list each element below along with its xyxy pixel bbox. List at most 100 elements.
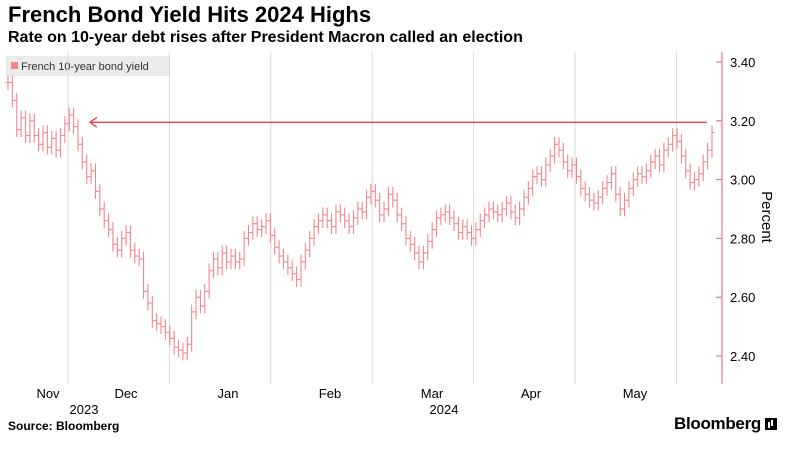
ohlc-bar xyxy=(455,216,461,240)
ohlc-bar xyxy=(145,283,151,311)
ohlc-bar xyxy=(57,128,63,158)
ohlc-bar xyxy=(412,236,418,261)
ohlc-bar xyxy=(119,231,125,258)
ohlc-bar xyxy=(342,207,348,229)
ohlc-bar xyxy=(464,219,470,240)
ohlc-bar xyxy=(678,134,684,164)
ohlc-bar xyxy=(350,210,356,234)
ohlc-bar xyxy=(333,204,339,234)
ohlc-bar xyxy=(241,231,247,267)
y-tick-label: 3.40 xyxy=(730,55,755,70)
ohlc-bar xyxy=(438,207,444,226)
ohlc-bar xyxy=(639,166,645,185)
year-label: 2023 xyxy=(70,402,99,417)
ohlc-bar xyxy=(176,339,182,358)
ohlc-bar xyxy=(298,254,304,287)
ohlc-bar xyxy=(202,283,208,314)
ohlc-bar xyxy=(228,248,234,270)
ohlc-bar xyxy=(110,222,116,252)
ohlc-bar xyxy=(429,222,435,249)
ohlc-bar xyxy=(399,207,405,232)
ohlc-bar xyxy=(622,192,628,217)
ohlc-bar xyxy=(630,172,636,196)
legend-label: French 10-year bond yield xyxy=(21,61,149,73)
ohlc-bar xyxy=(495,204,501,223)
ohlc-bar xyxy=(106,213,112,237)
ohlc-bar xyxy=(320,207,326,229)
ohlc-bar xyxy=(490,201,496,220)
ohlc-bar xyxy=(149,295,155,329)
ohlc-bar xyxy=(569,157,575,179)
ohlc-bar xyxy=(709,125,715,158)
ohlc-bar xyxy=(211,251,217,279)
y-tick-label: 2.40 xyxy=(730,349,755,364)
ohlc-bar xyxy=(407,231,413,252)
ohlc-bar xyxy=(447,204,453,226)
ohlc-bar xyxy=(696,166,702,187)
ohlc-bar xyxy=(294,266,300,287)
ohlc-bar xyxy=(508,195,514,220)
ohlc-bar xyxy=(101,201,107,229)
ohlc-bar xyxy=(477,213,483,237)
ohlc-bar xyxy=(547,148,553,173)
ohlc-bar xyxy=(565,154,571,179)
y-tick-label: 3.20 xyxy=(730,114,755,129)
ohlc-bar xyxy=(276,239,282,264)
ohlc-bar xyxy=(123,225,129,246)
ohlc-bar xyxy=(346,213,352,234)
ohlc-bar xyxy=(315,213,321,234)
ohlc-bar xyxy=(425,233,431,261)
ohlc-bar xyxy=(587,186,593,208)
ohlc-bar xyxy=(534,166,540,185)
ohlc-bar xyxy=(285,254,291,276)
ohlc-bar xyxy=(127,225,133,258)
ohlc-bar xyxy=(97,184,103,217)
ohlc-bar xyxy=(372,184,378,208)
ohlc-bar xyxy=(416,245,422,270)
x-tick-label: Nov xyxy=(36,386,60,401)
ohlc-bar xyxy=(36,128,42,152)
ohlc-bar xyxy=(390,186,396,208)
ohlc-bar xyxy=(9,75,15,108)
ohlc-bar xyxy=(329,213,335,234)
ohlc-bar xyxy=(604,175,610,196)
ohlc-bar xyxy=(700,154,706,182)
ohlc-bar xyxy=(92,163,98,199)
ohlc-bar xyxy=(79,136,85,170)
y-axis-title: Percent xyxy=(758,191,775,244)
ohlc-bar xyxy=(661,142,667,173)
ohlc-bar xyxy=(136,248,142,267)
ohlc-bar xyxy=(254,216,260,237)
ohlc-bar xyxy=(403,216,409,246)
ohlc-bar xyxy=(66,107,72,132)
chart-subtitle: Rate on 10-year debt rises after Preside… xyxy=(8,29,523,46)
source-note: Source: Bloomberg xyxy=(8,419,120,433)
ohlc-bar xyxy=(525,181,531,205)
ohlc-bar xyxy=(272,228,278,255)
chart-title: French Bond Yield Hits 2024 Highs xyxy=(8,2,372,27)
ohlc-bar xyxy=(250,216,256,240)
bloomberg-brand: Bloomberg xyxy=(674,414,777,434)
ohlc-bar xyxy=(14,92,20,137)
ohlc-bar xyxy=(280,248,286,270)
ohlc-bar xyxy=(44,125,50,155)
ohlc-bar xyxy=(263,213,269,234)
ohlc-bar xyxy=(132,242,138,264)
ohlc-bar xyxy=(473,222,479,246)
ohlc-bar xyxy=(635,166,641,187)
ohlc-bar xyxy=(206,263,212,299)
ohlc-bar xyxy=(643,163,649,185)
bloomberg-logo-icon xyxy=(765,418,777,430)
ohlc-bar xyxy=(114,236,120,258)
ohlc-bar xyxy=(460,219,466,240)
ohlc-bar xyxy=(31,113,37,143)
ohlc-bar xyxy=(578,169,584,196)
ohlc-bar xyxy=(307,231,313,258)
ohlc-bar xyxy=(62,116,68,143)
ohlc-bar xyxy=(324,207,330,229)
ohlc-bar xyxy=(18,110,24,137)
ohlc-bar xyxy=(219,245,225,276)
ohlc-bar xyxy=(154,313,160,332)
ohlc-bar xyxy=(71,107,77,135)
